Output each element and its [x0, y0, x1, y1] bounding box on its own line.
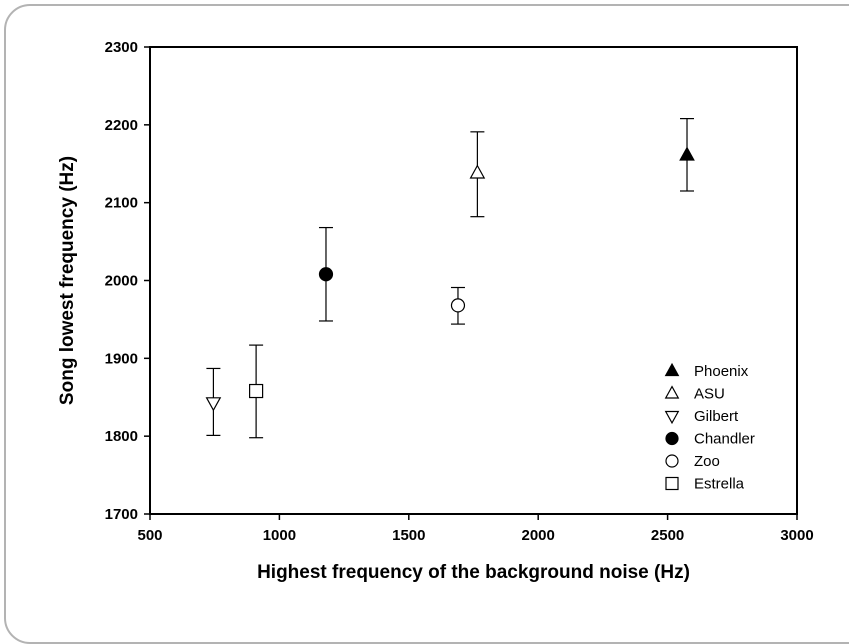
- y-tick-label: 1700: [105, 506, 138, 523]
- x-tick-label: 1500: [392, 527, 425, 544]
- data-markers: [205, 146, 695, 412]
- point-chandler: [318, 267, 334, 282]
- x-tick-label: 2500: [651, 527, 684, 544]
- point-phoenix: [679, 146, 695, 161]
- legend-label-gilbert: Gilbert: [694, 408, 739, 425]
- legend-label-phoenix: Phoenix: [694, 363, 749, 380]
- point-zoo: [450, 298, 466, 313]
- y-tick-label: 1800: [105, 428, 138, 445]
- y-tick-label: 2200: [105, 117, 138, 134]
- scatter-chart: 500 1000 1500 2000 2500 3000 1700 1800 1900 2000…: [57, 39, 814, 583]
- x-tick-label: 2000: [522, 527, 555, 544]
- legend-marker-chandler: [665, 431, 679, 446]
- legend: Phoenix ASU Gilbert Chandler Zoo Estrella: [664, 362, 755, 493]
- y-tick-label: 2000: [105, 273, 138, 290]
- legend-marker-zoo: [665, 454, 679, 468]
- legend-marker-asu: [664, 385, 680, 399]
- x-tick-label: 3000: [780, 527, 813, 544]
- y-tick-label: 1900: [105, 350, 138, 367]
- error-bars: [206, 118, 695, 439]
- x-tick-label: 500: [137, 527, 162, 544]
- point-asu: [469, 164, 486, 179]
- y-tick-label: 2100: [105, 195, 138, 212]
- y-axis-ticks: 1700 1800 1900 2000 2100 2200 2300: [105, 39, 150, 523]
- y-tick-label: 2300: [105, 39, 138, 56]
- legend-label-zoo: Zoo: [694, 453, 720, 470]
- y-axis-title: Song lowest frequency (Hz): [57, 156, 78, 405]
- x-axis-title: Highest frequency of the background nois…: [257, 562, 690, 583]
- legend-label-asu: ASU: [694, 386, 725, 403]
- legend-label-estrella: Estrella: [694, 476, 745, 493]
- x-tick-label: 1000: [263, 527, 296, 544]
- legend-label-chandler: Chandler: [694, 431, 755, 448]
- point-estrella: [249, 383, 264, 399]
- x-axis-ticks: 500 1000 1500 2000 2500 3000: [137, 514, 814, 544]
- legend-marker-estrella: [665, 476, 679, 491]
- legend-marker-phoenix: [664, 362, 680, 377]
- legend-marker-gilbert: [664, 410, 680, 425]
- point-gilbert: [205, 397, 222, 412]
